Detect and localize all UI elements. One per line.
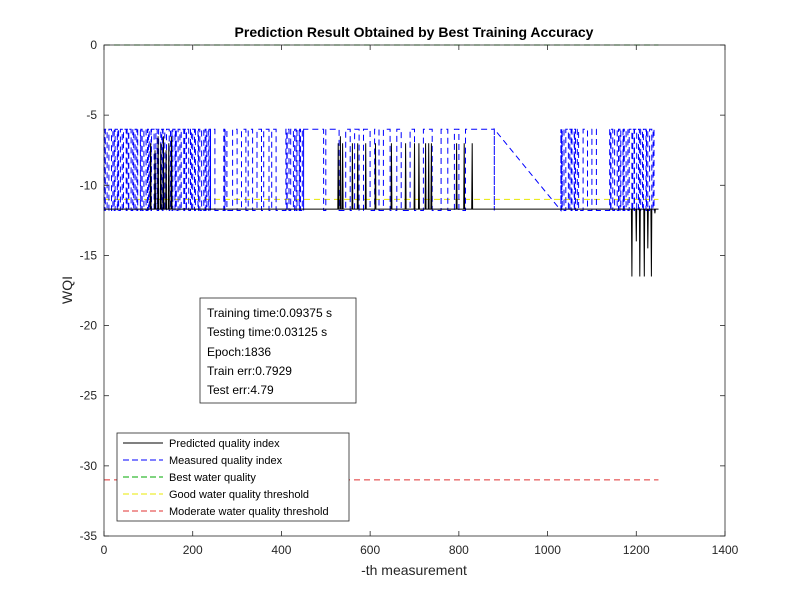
plot-frame — [103, 44, 726, 537]
legend: Predicted quality index Measured quality … — [116, 432, 350, 522]
info-test-err: Test err:4.79 — [207, 383, 274, 397]
y-tick-label: -15 — [80, 248, 98, 262]
y-axis-label: WQI — [59, 276, 75, 304]
y-tick-label: -10 — [80, 178, 98, 192]
info-train-err: Train err:0.7929 — [207, 364, 292, 378]
info-testing-time: Testing time:0.03125 s — [207, 325, 327, 339]
series-measured-quality-index — [103, 127, 655, 212]
x-tick-label: 1400 — [712, 543, 739, 557]
legend-label-measured-quality-index: Measured quality index — [169, 455, 283, 467]
x-tick-label: 0 — [101, 543, 108, 557]
x-tick-label: 1000 — [534, 543, 561, 557]
x-tick-label: 200 — [183, 543, 203, 557]
legend-label-predicted-quality-index: Predicted quality index — [169, 438, 280, 450]
info-box-frame — [199, 297, 357, 404]
y-tick-label: -30 — [80, 459, 98, 473]
y-tick-label: 0 — [90, 38, 97, 52]
y-tick-label: -5 — [86, 108, 97, 122]
x-tick-label: 400 — [271, 543, 291, 557]
info-box: Training time:0.09375 s Testing time:0.0… — [199, 297, 357, 404]
x-tick-label: 800 — [449, 543, 469, 557]
ticks-layer: 0 200 400 600 800 1000 1200 1400 0 -5 -10 -15 -20 -25… — [80, 38, 739, 557]
y-tick-label: -20 — [80, 319, 98, 333]
info-epoch: Epoch:1836 — [207, 345, 271, 359]
legend-label-moderate-water-quality-threshold: Moderate water quality threshold — [169, 506, 329, 518]
x-axis-label: -th measurement — [361, 562, 467, 578]
legend-label-good-water-quality-threshold: Good water quality threshold — [169, 489, 309, 501]
chart-title: Prediction Result Obtained by Best Train… — [235, 24, 594, 40]
y-tick-label: -35 — [80, 529, 98, 543]
legend-label-best-water-quality: Best water quality — [169, 472, 256, 484]
y-tick-label: -25 — [80, 389, 98, 403]
legend-entries: Predicted quality index Measured quality … — [123, 438, 329, 518]
x-tick-label: 600 — [360, 543, 380, 557]
series-predicted-quality-index — [103, 136, 659, 277]
info-training-time: Training time:0.09375 s — [207, 306, 332, 320]
x-tick-label: 1200 — [623, 543, 650, 557]
